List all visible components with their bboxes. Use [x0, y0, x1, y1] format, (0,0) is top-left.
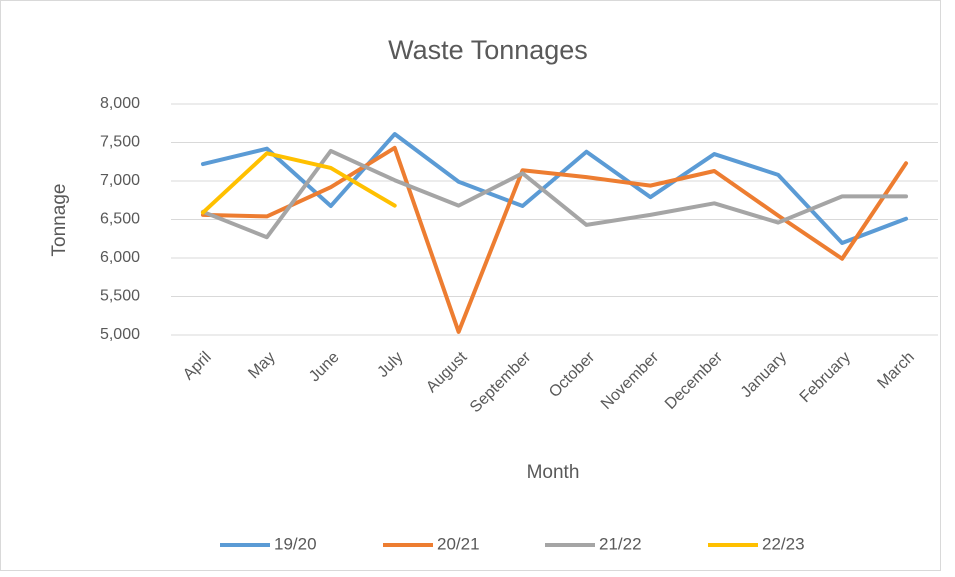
legend-label: 21/22	[599, 534, 642, 553]
chart-title: Waste Tonnages	[388, 35, 588, 65]
x-axis-title: Month	[527, 462, 580, 483]
line-series	[200, 132, 909, 245]
y-tick-label: 8,000	[100, 95, 140, 112]
chart-border	[0, 0, 941, 571]
y-tick-label: 5,000	[100, 326, 140, 343]
line-series	[200, 145, 909, 334]
legend-label: 20/21	[437, 534, 480, 553]
legend-label: 19/20	[274, 534, 317, 553]
y-axis-title: Tonnage	[49, 184, 70, 257]
y-tick-label: 5,500	[100, 288, 140, 305]
y-tick-label: 6,500	[100, 211, 140, 228]
y-tick-label: 7,000	[100, 172, 140, 189]
line-series	[200, 151, 397, 215]
y-tick-label: 7,500	[100, 134, 140, 151]
legend-label: 22/23	[762, 534, 805, 553]
y-tick-label: 6,000	[100, 249, 140, 266]
